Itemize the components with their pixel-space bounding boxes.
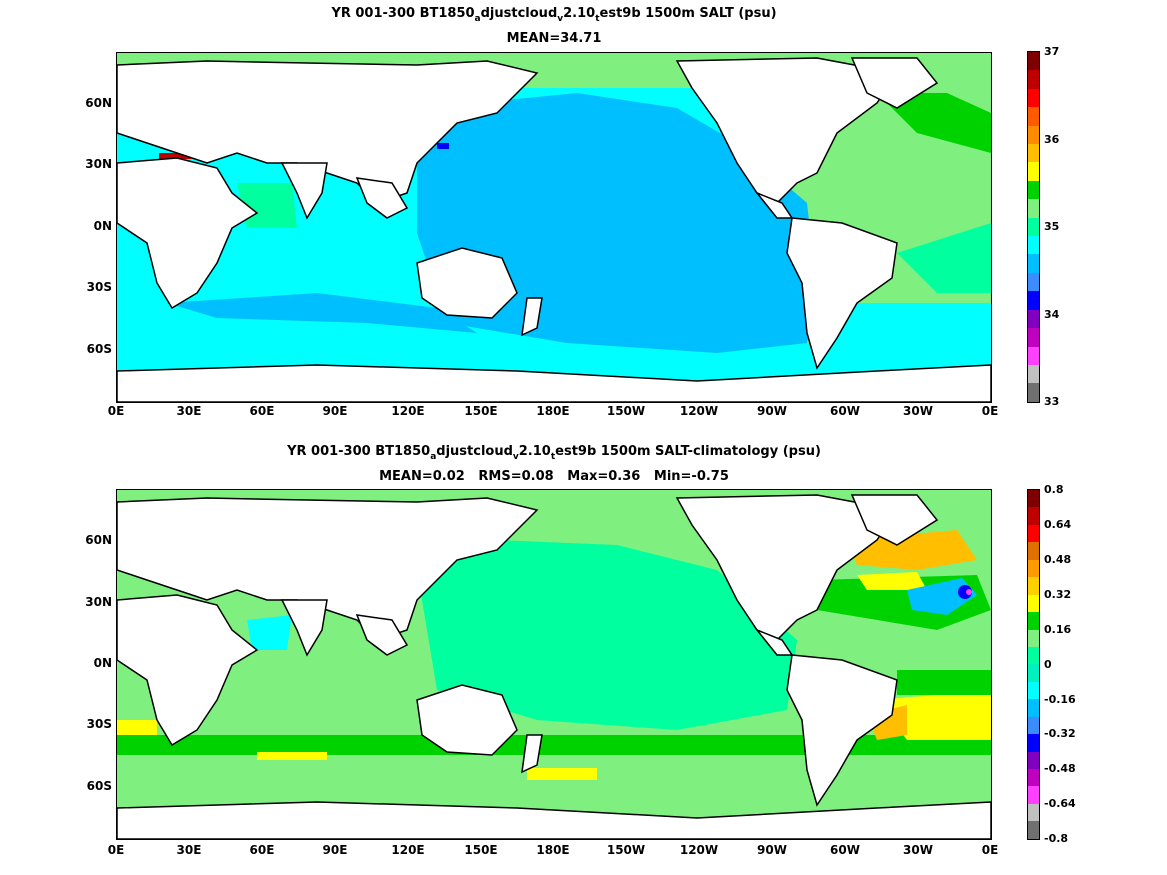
top-colorbar-label: 35: [1044, 220, 1060, 233]
bottom-lon-tick: 60E: [249, 843, 275, 857]
bottom-colorbar-segment: [1028, 594, 1039, 613]
top-colorbar-segment: [1028, 70, 1039, 89]
bottom-lon-tick: 90W: [757, 843, 787, 857]
top-lon-tick: 120E: [391, 404, 425, 418]
top-lon-tick: 120W: [679, 404, 719, 418]
top-colorbar: [1027, 51, 1040, 403]
top-colorbar-segment: [1028, 88, 1039, 108]
bottom-colorbar-segment: [1028, 769, 1039, 787]
top-colorbar-segment: [1028, 328, 1039, 347]
bottom-colorbar-label: -0.64: [1044, 797, 1076, 810]
top-colorbar-label: 34: [1044, 308, 1060, 321]
top-salinity-map: [116, 52, 992, 403]
top-colorbar-label: 37: [1044, 45, 1060, 58]
bottom-colorbar-segment: [1028, 646, 1039, 665]
bottom-lat-tick: 0N: [93, 656, 112, 670]
top-colorbar-segment: [1028, 236, 1039, 255]
top-lon-tick: 60W: [830, 404, 860, 418]
bottom-colorbar-segment: [1028, 490, 1039, 508]
top-lon-tick: 90E: [322, 404, 348, 418]
top-lat-tick: 0N: [93, 219, 112, 233]
bottom-lat-tick: 30S: [86, 717, 112, 731]
top-lat-tick: 60N: [85, 96, 112, 110]
bottom-lon-tick: 0E: [107, 843, 125, 857]
top-colorbar-segment: [1028, 309, 1039, 329]
top-colorbar-segment: [1028, 144, 1039, 163]
bottom-anomaly-map: [116, 489, 992, 840]
bottom-colorbar-segment: [1028, 577, 1039, 595]
bottom-lon-tick: 120W: [679, 843, 719, 857]
bottom-colorbar-segment: [1028, 786, 1039, 804]
top-lon-tick: 60E: [249, 404, 275, 418]
top-lat-tick: 60S: [86, 342, 112, 356]
bottom-colorbar-segment: [1028, 629, 1039, 647]
bottom-colorbar-segment: [1028, 612, 1039, 630]
bottom-colorbar-segment: [1028, 734, 1039, 752]
bottom-colorbar-label: 0.16: [1044, 623, 1072, 636]
bottom-colorbar-segment: [1028, 524, 1039, 543]
top-colorbar-segment: [1028, 180, 1039, 200]
bottom-lat-tick: 60S: [86, 779, 112, 793]
bottom-colorbar-label: 0.32: [1044, 588, 1072, 601]
bottom-title-line2: MEAN=0.02 RMS=0.08 Max=0.36 Min=-0.75: [379, 469, 729, 484]
top-lon-tick: 0E: [107, 404, 125, 418]
bottom-lon-tick: 180E: [536, 843, 570, 857]
top-colorbar-segment: [1028, 217, 1039, 237]
top-colorbar-segment: [1028, 107, 1039, 126]
bottom-colorbar-segment: [1028, 681, 1039, 700]
bottom-colorbar-label: 0: [1044, 658, 1052, 671]
bottom-colorbar-segment: [1028, 664, 1039, 682]
top-colorbar-segment: [1028, 254, 1039, 273]
bottom-lon-tick: 30W: [903, 843, 933, 857]
bottom-lat-tick: 30N: [85, 595, 112, 609]
bottom-colorbar-segment: [1028, 716, 1039, 735]
bottom-colorbar-segment: [1028, 559, 1039, 578]
top-colorbar-segment: [1028, 125, 1039, 145]
top-lon-tick: 30W: [903, 404, 933, 418]
bottom-colorbar-segment: [1028, 507, 1039, 525]
bottom-lon-tick: 0E: [981, 843, 999, 857]
top-colorbar-segment: [1028, 199, 1039, 218]
top-colorbar-segment: [1028, 272, 1039, 292]
top-colorbar-segment: [1028, 291, 1039, 310]
top-colorbar-label: 36: [1044, 133, 1060, 146]
bottom-colorbar-segment: [1028, 821, 1039, 839]
bottom-colorbar-segment: [1028, 751, 1039, 769]
bottom-colorbar: [1027, 489, 1040, 840]
top-colorbar-segment: [1028, 346, 1039, 365]
bottom-colorbar-label: -0.32: [1044, 727, 1076, 740]
top-lon-tick: 0E: [981, 404, 999, 418]
bottom-colorbar-label: -0.16: [1044, 693, 1076, 706]
top-lat-tick: 30N: [85, 157, 112, 171]
bottom-colorbar-segment: [1028, 803, 1039, 822]
bottom-colorbar-label: -0.8: [1044, 832, 1069, 845]
top-colorbar-segment: [1028, 364, 1039, 384]
top-lat-tick: 30S: [86, 280, 112, 294]
bottom-colorbar-label: -0.48: [1044, 762, 1076, 775]
top-title-line2: MEAN=34.71: [506, 31, 602, 46]
top-lon-tick: 150E: [464, 404, 498, 418]
bottom-colorbar-segment: [1028, 542, 1039, 560]
bottom-lon-tick: 60W: [830, 843, 860, 857]
top-colorbar-segment: [1028, 162, 1039, 181]
top-lon-tick: 90W: [757, 404, 787, 418]
bottom-title-line1: YR 001-300 BT1850adjustcloudv2.10test9b …: [287, 444, 821, 462]
bottom-lon-tick: 120E: [391, 843, 425, 857]
bottom-lon-tick: 150E: [464, 843, 498, 857]
bottom-colorbar-segment: [1028, 699, 1039, 717]
top-lon-tick: 180E: [536, 404, 570, 418]
top-title-line1: YR 001-300 BT1850adjustcloudv2.10test9b …: [331, 6, 777, 24]
bottom-lat-tick: 60N: [85, 533, 112, 547]
bottom-colorbar-label: 0.48: [1044, 553, 1072, 566]
bottom-colorbar-label: 0.8: [1044, 483, 1064, 496]
bottom-lon-tick: 90E: [322, 843, 348, 857]
top-colorbar-label: 33: [1044, 395, 1060, 408]
top-colorbar-segment: [1028, 383, 1039, 402]
bottom-lon-tick: 150W: [606, 843, 646, 857]
top-colorbar-segment: [1028, 52, 1039, 71]
top-lon-tick: 30E: [176, 404, 202, 418]
bottom-lon-tick: 30E: [176, 843, 202, 857]
top-lon-tick: 150W: [606, 404, 646, 418]
bottom-colorbar-label: 0.64: [1044, 518, 1072, 531]
